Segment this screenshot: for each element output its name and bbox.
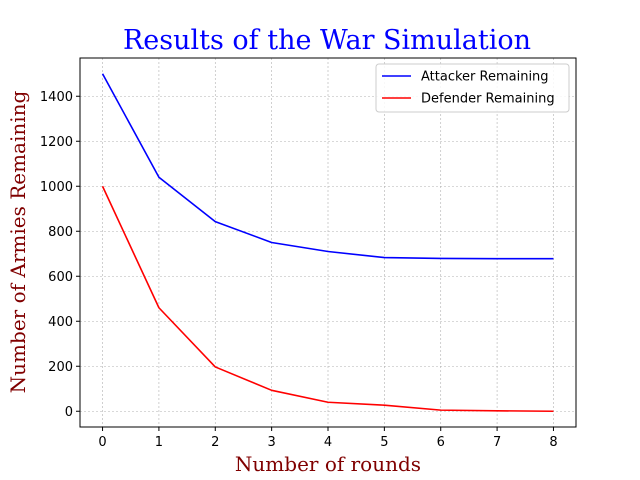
legend-label-attacker: Attacker Remaining xyxy=(421,70,549,85)
x-tick-label: 6 xyxy=(437,435,445,450)
y-tick-label: 200 xyxy=(48,360,73,375)
x-tick-label: 5 xyxy=(380,435,388,450)
legend: Attacker Remaining Defender Remaining xyxy=(375,63,570,113)
series-layer xyxy=(101,73,554,413)
y-tick-label: 800 xyxy=(48,225,73,240)
y-tick-label: 0 xyxy=(65,405,73,420)
x-tick-label: 0 xyxy=(98,435,106,450)
axis-ticks: 0 1 2 3 4 5 6 7 8 0 200 400 600 800 1000 1200 1400 xyxy=(40,90,558,450)
y-tick-label: 1200 xyxy=(40,135,73,150)
x-tick-label: 7 xyxy=(493,435,501,450)
series-line-defender xyxy=(101,185,554,413)
x-tick-label: 4 xyxy=(324,435,332,450)
y-tick-label: 1400 xyxy=(40,90,73,105)
y-tick-label: 1000 xyxy=(40,180,73,195)
grid xyxy=(80,58,576,427)
x-tick-label: 3 xyxy=(267,435,275,450)
legend-frame xyxy=(375,63,570,113)
legend-label-defender: Defender Remaining xyxy=(421,92,555,107)
chart-title: Results of the War Simulation xyxy=(123,25,531,56)
series-line-attacker xyxy=(101,73,554,260)
y-axis-label: Number of Armies Remaining xyxy=(6,90,30,393)
x-tick-label: 1 xyxy=(155,435,163,450)
x-tick-label: 8 xyxy=(549,435,557,450)
x-axis-label: Number of rounds xyxy=(235,452,421,476)
x-tick-label: 2 xyxy=(211,435,219,450)
y-tick-label: 600 xyxy=(48,270,73,285)
y-tick-label: 400 xyxy=(48,315,73,330)
